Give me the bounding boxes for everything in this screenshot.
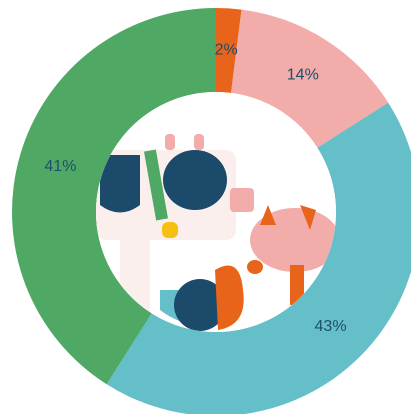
labels: 2% 14% 43% 41% bbox=[44, 42, 346, 335]
value-label: 41% bbox=[44, 158, 76, 175]
value-label: 43% bbox=[315, 318, 347, 335]
slices bbox=[12, 8, 411, 414]
animal-illustration bbox=[96, 134, 336, 331]
slice bbox=[231, 9, 389, 148]
slice bbox=[216, 8, 242, 93]
slice bbox=[106, 102, 411, 414]
value-label: 14% bbox=[287, 66, 319, 83]
slice bbox=[12, 8, 217, 385]
value-label: 2% bbox=[215, 42, 238, 59]
